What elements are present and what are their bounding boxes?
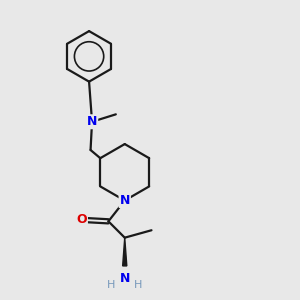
Text: H: H (134, 280, 142, 290)
Text: N: N (119, 194, 130, 207)
Text: O: O (76, 213, 87, 226)
Text: N: N (87, 115, 97, 128)
Text: N: N (119, 272, 130, 286)
Polygon shape (123, 238, 127, 266)
Text: H: H (107, 280, 116, 290)
